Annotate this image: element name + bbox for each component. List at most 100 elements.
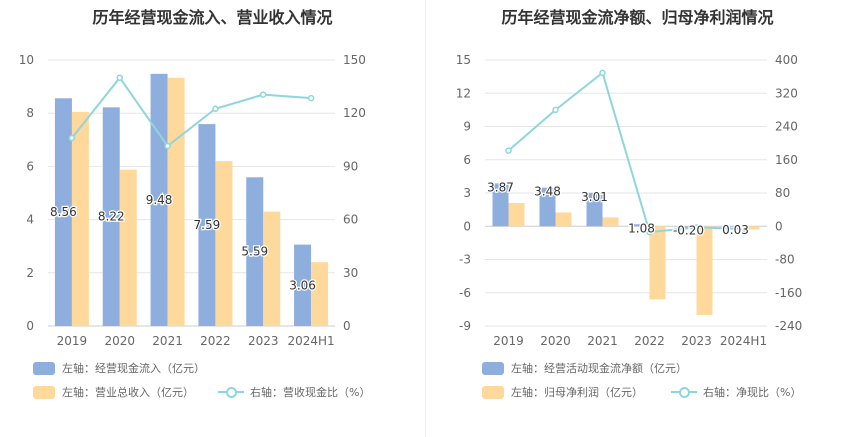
ratio-point xyxy=(116,74,123,81)
y-right-tick-label: 0 xyxy=(343,319,351,333)
y-right-tick-label: -80 xyxy=(775,253,795,267)
y-right-tick-label: 80 xyxy=(775,186,790,200)
x-tick-label: 2019 xyxy=(493,334,524,348)
x-tick-label: 2020 xyxy=(104,334,135,348)
bar xyxy=(492,183,509,227)
data-label: 5.59 xyxy=(241,245,268,259)
data-label: 3.48 xyxy=(534,185,561,199)
y-left-tick-label: -6 xyxy=(459,286,471,300)
legend-item-bar2[interactable]: 左轴：营业总收入（亿元） xyxy=(33,384,194,400)
bar xyxy=(119,169,137,326)
bar xyxy=(215,161,233,326)
y-left-tick-label: -9 xyxy=(459,319,471,333)
x-tick-label: 2023 xyxy=(248,334,279,348)
bar xyxy=(246,177,264,326)
data-label: 1.08 xyxy=(628,221,655,235)
y-right-tick-label: 160 xyxy=(775,153,798,167)
data-label: 7.59 xyxy=(194,218,221,232)
data-label: 9.48 xyxy=(146,193,173,207)
bar xyxy=(71,111,89,327)
x-tick-label: 2020 xyxy=(540,334,571,348)
ratio-line xyxy=(71,76,312,148)
bar xyxy=(150,73,168,326)
panel-left: 历年经营现金流入、营业收入情况 0 2 4 6 8 10 0 30 60 90 120 150 2019… xyxy=(19,8,371,400)
y-right-tick-label: 320 xyxy=(775,86,798,100)
y-right-tick-label: 0 xyxy=(775,219,783,233)
ratio-point xyxy=(552,106,559,114)
x-tick-label: 2022 xyxy=(200,334,231,348)
x-tick-label: 2022 xyxy=(634,334,665,348)
legend-label: 左轴：经营活动现金流净额（亿元） xyxy=(511,362,687,375)
bar xyxy=(633,224,650,227)
legend-label: 右轴：净现比（%） xyxy=(703,386,802,399)
y-left-tick-label: 0 xyxy=(26,319,34,333)
bar xyxy=(696,226,713,315)
data-label: 3.01 xyxy=(581,190,608,204)
bar xyxy=(539,187,556,227)
bar xyxy=(508,202,525,227)
legend-swatch xyxy=(33,385,55,399)
y-left-tick-label: 12 xyxy=(456,86,471,100)
data-label: 8.56 xyxy=(50,205,77,219)
bar xyxy=(167,77,185,327)
y-left-tick-label: 15 xyxy=(456,53,471,67)
panel-right: 历年经营现金流净额、归母净利润情况 -9 -6 -3 0 3 6 9 12 15 -240 -160… xyxy=(425,0,850,437)
chart-title: 历年经营现金流净额、归母净利润情况 xyxy=(501,8,774,27)
ratio-point xyxy=(740,225,747,232)
y-left-tick-label: 10 xyxy=(19,53,34,67)
ratio-line xyxy=(507,71,744,234)
x-tick-label: 2024H1 xyxy=(720,334,767,348)
chart-title: 历年经营现金流入、营业收入情况 xyxy=(92,8,333,27)
bar xyxy=(743,226,760,230)
bar xyxy=(586,192,603,227)
x-tick-label: 2019 xyxy=(57,334,88,348)
bar xyxy=(102,107,120,327)
y-left-tick-label: 3 xyxy=(463,186,471,200)
x-tick-label: 2021 xyxy=(587,334,618,348)
y-left-tick-label: 9 xyxy=(463,120,471,134)
data-label: -0.20 xyxy=(673,223,704,237)
legend-item-bar1[interactable]: 左轴：经营活动现金流净额（亿元） xyxy=(482,360,687,376)
y-right-tick-label: 400 xyxy=(775,53,798,67)
bar xyxy=(311,262,329,326)
y-right-tick-label: 60 xyxy=(343,213,358,227)
y-right-tick-label: -240 xyxy=(775,319,802,333)
legend-label: 左轴：经营现金流入（亿元） xyxy=(62,362,205,375)
y-right-tick-label: 120 xyxy=(343,106,366,120)
legend-swatch xyxy=(482,385,504,399)
legend-item-line[interactable]: 右轴：营收现金比（%） xyxy=(218,384,370,400)
data-label: 3.87 xyxy=(487,180,514,194)
ratio-point xyxy=(505,147,512,154)
bar xyxy=(294,244,312,326)
bar xyxy=(263,211,281,326)
y-left-tick-label: 0 xyxy=(463,219,471,233)
ratio-point xyxy=(307,94,315,102)
y-left-tick-label: -3 xyxy=(459,253,471,267)
x-tick-label: 2023 xyxy=(681,334,712,348)
legend-item-line[interactable]: 右轴：净现比（%） xyxy=(671,384,801,400)
legend-item-bar2[interactable]: 左轴：归母净利润（亿元） xyxy=(482,384,643,400)
legend-swatch-line xyxy=(218,385,244,399)
legend-label: 左轴：营业总收入（亿元） xyxy=(62,386,194,399)
x-tick-label: 2021 xyxy=(152,334,183,348)
y-right-tick-label: 150 xyxy=(343,53,366,67)
bar xyxy=(198,124,216,326)
data-label: 8.22 xyxy=(98,210,125,224)
ratio-point xyxy=(164,142,171,150)
ratio-point xyxy=(646,228,653,236)
legend-label: 左轴：归母净利润（亿元） xyxy=(511,386,643,399)
y-left-tick-label: 6 xyxy=(26,159,34,173)
ratio-point xyxy=(68,134,76,142)
chart-svg: 0 2 4 6 8 10 0 30 60 90 120 150 2019 2020 2021 2022 2023… xyxy=(19,53,366,348)
data-label: 0.03 xyxy=(722,223,749,237)
legend-swatch xyxy=(482,361,504,375)
y-left-tick-label: 6 xyxy=(463,153,471,167)
legend-item-bar1[interactable]: 左轴：经营现金流入（亿元） xyxy=(33,360,205,376)
chart-svg: -9 -6 -3 0 3 6 9 12 15 -240 -160 -80 0 80 160 240 320 400… xyxy=(456,53,803,348)
bar xyxy=(727,225,744,227)
ratio-point xyxy=(693,224,700,231)
y-left-tick-label: 8 xyxy=(26,106,34,120)
ratio-point xyxy=(599,69,606,77)
x-tick-label: 2024H1 xyxy=(287,334,334,348)
bar xyxy=(54,98,72,326)
